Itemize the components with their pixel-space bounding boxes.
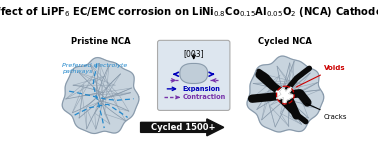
Text: Effect of LiPF$_6$ EC/EMC corrosion on LiNi$_{0.8}$Co$_{0.15}$Al$_{0.05}$O$_2$ (: Effect of LiPF$_6$ EC/EMC corrosion on L… bbox=[0, 5, 378, 19]
Text: Pristine NCA: Pristine NCA bbox=[71, 37, 130, 45]
Text: Cracks: Cracks bbox=[307, 104, 347, 120]
Text: Contraction: Contraction bbox=[182, 94, 225, 100]
Polygon shape bbox=[277, 87, 293, 104]
Polygon shape bbox=[276, 89, 284, 97]
Polygon shape bbox=[247, 56, 324, 132]
Text: Voids: Voids bbox=[296, 65, 345, 87]
Text: Cycled 1500+: Cycled 1500+ bbox=[152, 123, 216, 132]
Polygon shape bbox=[62, 58, 139, 133]
Text: Cycled NCA: Cycled NCA bbox=[259, 37, 312, 45]
Text: [003]: [003] bbox=[183, 49, 204, 58]
Polygon shape bbox=[180, 63, 208, 83]
Text: Expansion: Expansion bbox=[182, 86, 220, 92]
Text: Preferred electrolyte
pathways: Preferred electrolyte pathways bbox=[62, 63, 127, 74]
FancyArrow shape bbox=[141, 119, 224, 136]
FancyBboxPatch shape bbox=[158, 40, 230, 110]
